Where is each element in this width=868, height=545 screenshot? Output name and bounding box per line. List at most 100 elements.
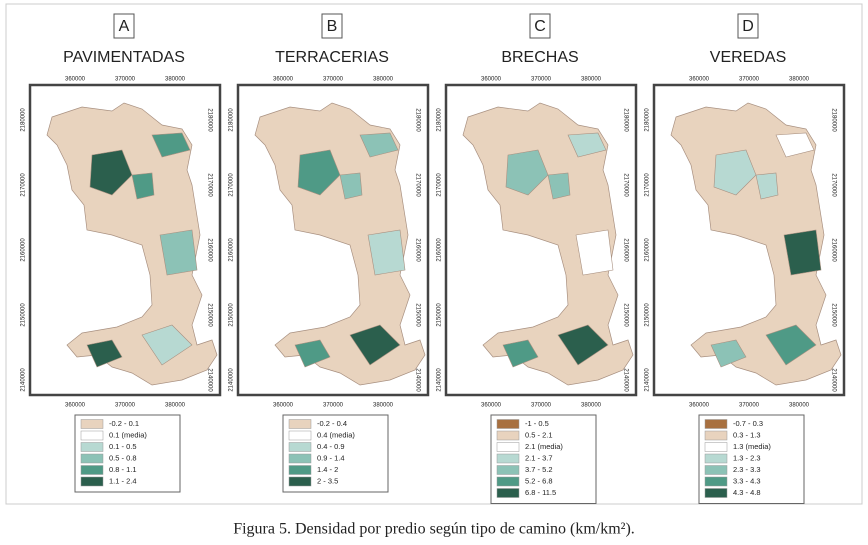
legend-swatch — [496, 465, 520, 475]
legend-swatch — [496, 453, 520, 464]
map-patch — [349, 324, 401, 366]
legend-label: 0.1 - 0.5 — [109, 442, 137, 451]
legend-swatch — [288, 476, 312, 487]
map-patch — [567, 132, 607, 158]
legend-label: 0.3 - 1.3 — [733, 430, 761, 439]
legend-swatch — [704, 419, 728, 429]
y-tick-label: 2160000 — [206, 238, 212, 262]
legend-swatch — [496, 476, 520, 487]
y-tick-label: 2140000 — [414, 368, 420, 392]
legend-label: -0.7 - 0.3 — [733, 419, 763, 428]
panel-letter: A — [119, 18, 130, 35]
legend-label: 2 - 3.5 — [317, 476, 338, 485]
y-tick-label: 2180000 — [229, 108, 235, 132]
legend-swatch — [288, 465, 312, 475]
x-tick-label: 360000 — [689, 77, 710, 83]
map-patch — [159, 229, 198, 276]
y-tick-label: 2150000 — [645, 303, 651, 327]
legend-swatch — [80, 442, 104, 452]
y-tick-label: 2160000 — [830, 238, 836, 262]
y-tick-label: 2170000 — [437, 173, 443, 197]
x-tick-label: 370000 — [323, 403, 344, 409]
legend-label: 4.3 - 4.8 — [733, 488, 761, 497]
legend-swatch — [496, 419, 520, 429]
panel-letter: C — [534, 18, 546, 35]
legend-label: 3.7 - 5.2 — [525, 465, 553, 474]
legend-label: 0.8 - 1.1 — [109, 465, 137, 474]
panel-title: TERRACERIAS — [275, 49, 389, 66]
legend-label: 2.3 - 3.3 — [733, 465, 761, 474]
x-tick-label: 370000 — [739, 403, 760, 409]
x-tick-label: 380000 — [789, 77, 810, 83]
legend-label: 0.5 - 0.8 — [109, 453, 137, 462]
x-tick-label: 360000 — [65, 77, 86, 83]
map-patch — [755, 172, 779, 200]
x-tick-label: 370000 — [115, 403, 136, 409]
map-patch — [502, 339, 539, 368]
legend-label: 2.1 (media) — [525, 442, 563, 451]
x-tick-label: 360000 — [273, 77, 294, 83]
y-tick-label: 2140000 — [437, 368, 443, 392]
y-tick-label: 2160000 — [21, 238, 27, 262]
letter-box — [321, 13, 343, 39]
y-tick-label: 2150000 — [622, 303, 628, 327]
legend-swatch — [80, 419, 104, 429]
x-tick-label: 370000 — [323, 77, 344, 83]
map-region — [670, 102, 842, 386]
panel-title: PAVIMENTADAS — [63, 49, 185, 66]
legend-label: 2.1 - 3.7 — [525, 453, 553, 462]
legend-swatch — [288, 419, 312, 429]
legend-swatch — [704, 476, 728, 487]
letter-box — [737, 13, 759, 39]
map-patch — [89, 149, 133, 196]
y-tick-label: 2160000 — [414, 238, 420, 262]
legend-swatch — [80, 465, 104, 475]
x-tick-label: 370000 — [739, 77, 760, 83]
legend-label: 1.1 - 2.4 — [109, 476, 137, 485]
x-tick-label: 380000 — [165, 403, 186, 409]
legend-swatch — [288, 442, 312, 452]
legend-label: -0.2 - 0.1 — [109, 419, 139, 428]
map-patch — [131, 172, 155, 200]
legend-label: 0.5 - 2.1 — [525, 430, 553, 439]
map-patch — [141, 324, 193, 366]
y-tick-label: 2170000 — [206, 173, 212, 197]
map-patch — [367, 229, 406, 276]
legend-swatch — [288, 453, 312, 464]
map-patch — [783, 229, 822, 276]
legend-swatch — [496, 430, 520, 441]
y-tick-label: 2170000 — [414, 173, 420, 197]
letter-box — [113, 13, 135, 39]
y-tick-label: 2170000 — [21, 173, 27, 197]
x-tick-label: 360000 — [65, 403, 86, 409]
map-patch — [710, 339, 747, 368]
panel-letter: D — [742, 18, 754, 35]
y-tick-label: 2150000 — [21, 303, 27, 327]
legend-label: 0.4 - 0.9 — [317, 442, 345, 451]
y-tick-label: 2170000 — [622, 173, 628, 197]
y-tick-label: 2170000 — [645, 173, 651, 197]
caption: Figura 5. Densidad por predio según tipo… — [233, 521, 635, 538]
map-patch — [505, 149, 549, 196]
legend-label: 3.3 - 4.3 — [733, 476, 761, 485]
map-patch — [547, 172, 571, 200]
x-tick-label: 380000 — [789, 403, 810, 409]
y-tick-label: 2160000 — [229, 238, 235, 262]
x-tick-label: 380000 — [581, 77, 602, 83]
x-tick-label: 380000 — [373, 403, 394, 409]
y-tick-label: 2180000 — [21, 108, 27, 132]
legend-label: 0.9 - 1.4 — [317, 453, 345, 462]
x-tick-label: 360000 — [481, 77, 502, 83]
legend-label: 0.4 (media) — [317, 430, 355, 439]
x-tick-label: 370000 — [531, 403, 552, 409]
legend-swatch — [80, 453, 104, 464]
legend-swatch — [704, 442, 728, 452]
x-tick-label: 360000 — [481, 403, 502, 409]
panel-title: VEREDAS — [710, 49, 786, 66]
y-tick-label: 2150000 — [830, 303, 836, 327]
y-tick-label: 2150000 — [437, 303, 443, 327]
y-tick-label: 2180000 — [645, 108, 651, 132]
legend-swatch — [288, 430, 312, 441]
